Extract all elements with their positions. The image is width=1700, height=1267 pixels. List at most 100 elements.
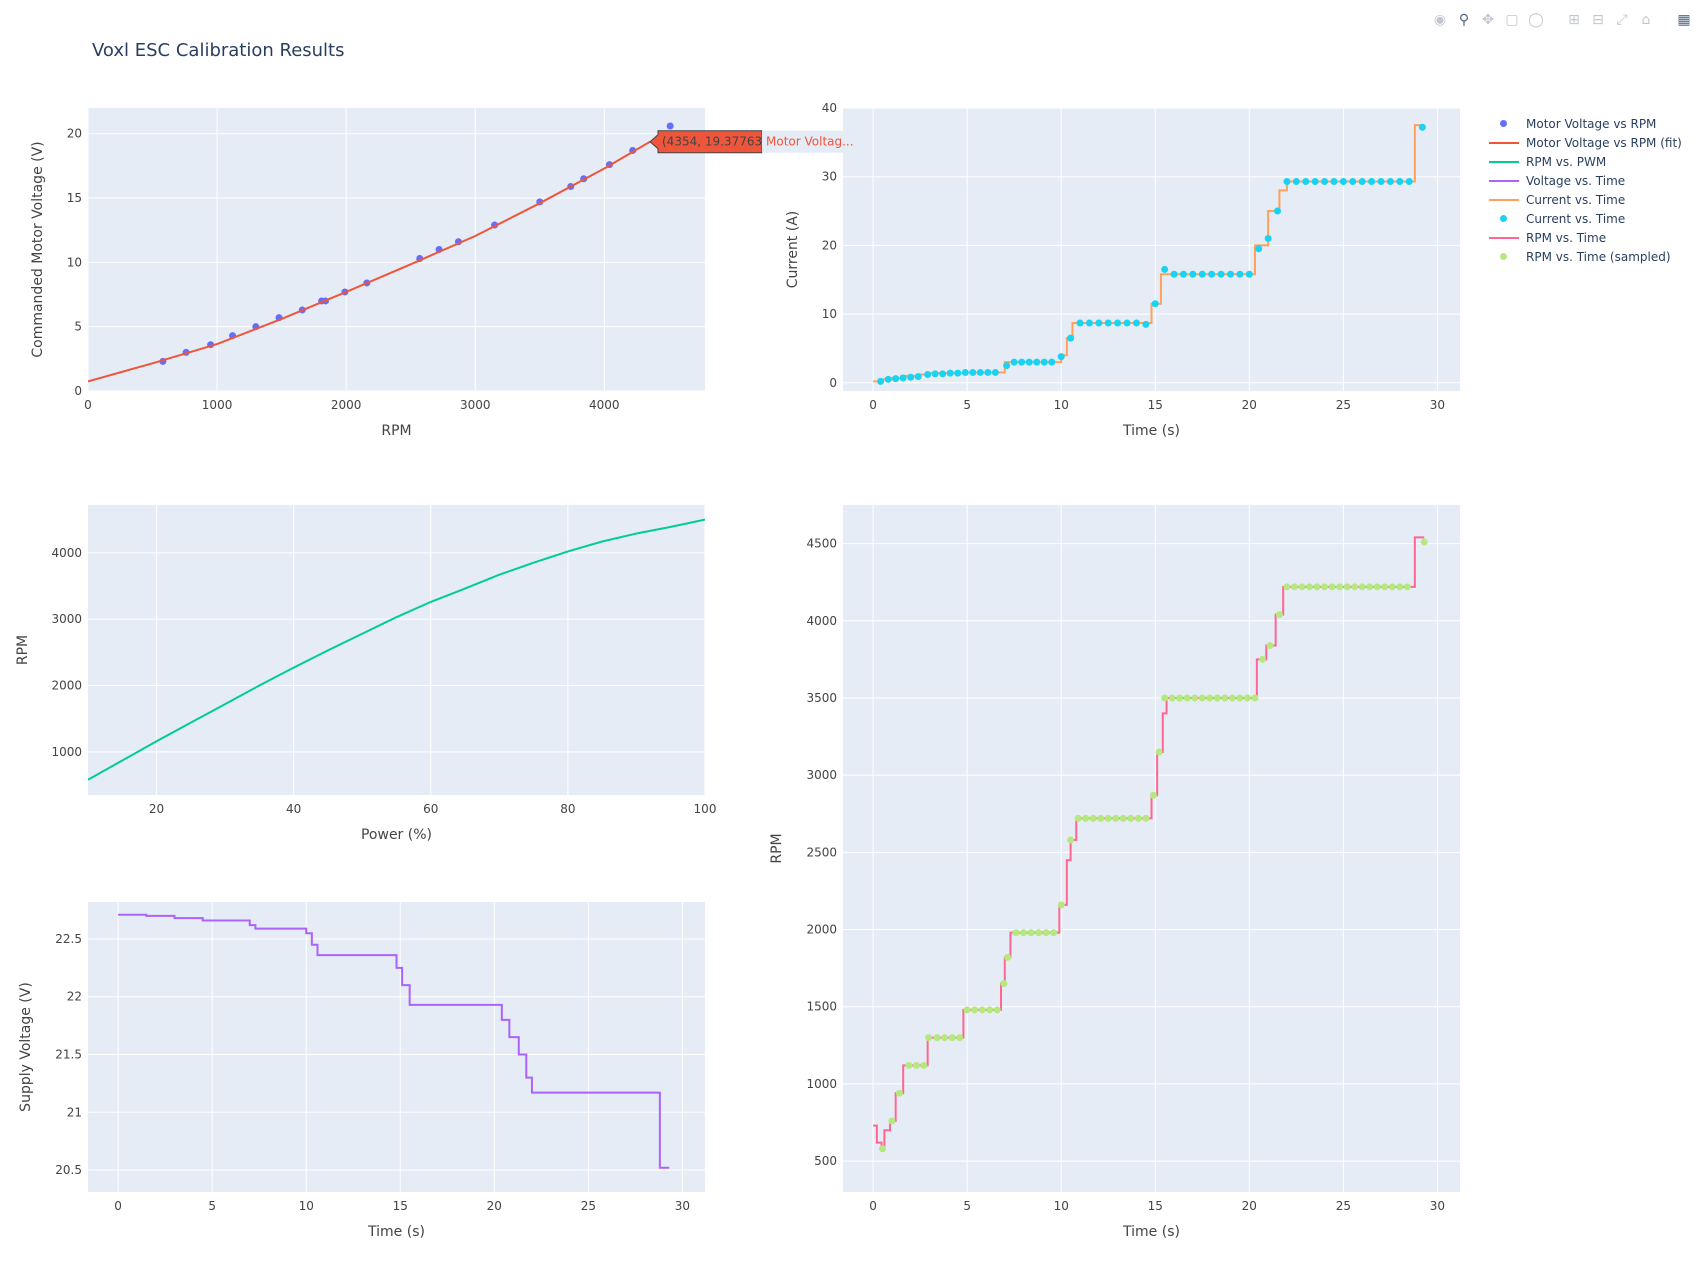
data-point[interactable] — [1112, 814, 1120, 822]
plot-area[interactable] — [843, 505, 1460, 1192]
data-point[interactable] — [1012, 929, 1020, 937]
data-point[interactable] — [1025, 358, 1033, 366]
data-point[interactable] — [1266, 641, 1274, 649]
data-point[interactable] — [1321, 177, 1329, 185]
data-point[interactable] — [912, 1061, 920, 1069]
data-point[interactable] — [956, 1034, 964, 1042]
data-point[interactable] — [1057, 353, 1065, 361]
data-point[interactable] — [1255, 245, 1263, 253]
data-point[interactable] — [1076, 319, 1084, 327]
data-point[interactable] — [933, 1034, 941, 1042]
data-point[interactable] — [1236, 270, 1244, 278]
data-point[interactable] — [1213, 694, 1221, 702]
legend-item[interactable]: Motor Voltage vs RPM — [1486, 114, 1682, 133]
data-point[interactable] — [1155, 748, 1163, 756]
zoom-out-icon[interactable]: ⊟ — [1592, 12, 1604, 28]
data-point[interactable] — [991, 368, 999, 376]
data-point[interactable] — [1142, 320, 1150, 328]
data-point[interactable] — [976, 368, 984, 376]
legend-item[interactable]: Voltage vs. Time — [1486, 171, 1682, 190]
data-point[interactable] — [1067, 836, 1075, 844]
camera-icon[interactable]: ◉ — [1433, 12, 1447, 28]
data-point[interactable] — [1321, 583, 1329, 591]
data-point[interactable] — [1048, 358, 1056, 366]
data-point[interactable] — [1206, 694, 1214, 702]
data-point[interactable] — [892, 375, 900, 383]
data-point[interactable] — [1388, 583, 1396, 591]
data-point[interactable] — [1243, 694, 1251, 702]
legend-item[interactable]: RPM vs. Time — [1486, 228, 1682, 247]
data-point[interactable] — [1274, 207, 1282, 215]
data-point[interactable] — [1123, 319, 1131, 327]
legend-item[interactable]: Motor Voltage vs RPM (fit) — [1486, 133, 1682, 152]
data-point[interactable] — [1191, 694, 1199, 702]
data-point[interactable] — [978, 1006, 986, 1014]
legend-item[interactable]: RPM vs. Time (sampled) — [1486, 247, 1682, 266]
data-point[interactable] — [1149, 791, 1157, 799]
data-point[interactable] — [1208, 270, 1216, 278]
data-point[interactable] — [1330, 177, 1338, 185]
lasso-icon[interactable]: ◯ — [1528, 12, 1544, 28]
data-point[interactable] — [1302, 177, 1310, 185]
data-point[interactable] — [1161, 265, 1169, 273]
data-point[interactable] — [1003, 362, 1011, 370]
data-point[interactable] — [924, 371, 932, 379]
data-point[interactable] — [1104, 319, 1112, 327]
data-point[interactable] — [1198, 270, 1206, 278]
data-point[interactable] — [879, 1145, 887, 1153]
data-point[interactable] — [1418, 123, 1426, 131]
data-point[interactable] — [1057, 901, 1065, 909]
data-point[interactable] — [1134, 814, 1142, 822]
data-point[interactable] — [946, 369, 954, 377]
data-point[interactable] — [1258, 655, 1266, 663]
data-point[interactable] — [1386, 177, 1394, 185]
data-point[interactable] — [1000, 980, 1008, 988]
data-point[interactable] — [1142, 814, 1150, 822]
data-point[interactable] — [1035, 929, 1043, 937]
data-point[interactable] — [1183, 694, 1191, 702]
data-point[interactable] — [1358, 583, 1366, 591]
data-point[interactable] — [1119, 814, 1127, 822]
data-point[interactable] — [1358, 177, 1366, 185]
zoom-icon[interactable]: ⚲ — [1458, 12, 1470, 28]
data-point[interactable] — [1040, 358, 1048, 366]
data-point[interactable] — [1313, 583, 1321, 591]
plot-area[interactable] — [88, 505, 705, 795]
pan-icon[interactable]: ✥ — [1482, 12, 1494, 28]
data-point[interactable] — [961, 368, 969, 376]
data-point[interactable] — [1097, 814, 1105, 822]
data-point[interactable] — [1245, 270, 1253, 278]
series-line[interactable] — [118, 913, 670, 1169]
data-point[interactable] — [1228, 694, 1236, 702]
data-point[interactable] — [1170, 270, 1178, 278]
data-point[interactable] — [1292, 177, 1300, 185]
data-point[interactable] — [1377, 177, 1385, 185]
data-point[interactable] — [1004, 953, 1012, 961]
data-point[interactable] — [1168, 694, 1176, 702]
data-point[interactable] — [971, 1006, 979, 1014]
data-point[interactable] — [1095, 319, 1103, 327]
data-point[interactable] — [1227, 270, 1235, 278]
data-point[interactable] — [884, 375, 892, 383]
data-point[interactable] — [1010, 358, 1018, 366]
data-point[interactable] — [1198, 694, 1206, 702]
data-point[interactable] — [1405, 177, 1413, 185]
data-point[interactable] — [1221, 694, 1229, 702]
plot-area[interactable] — [88, 902, 705, 1192]
data-point[interactable] — [963, 1006, 971, 1014]
data-point[interactable] — [986, 1006, 994, 1014]
data-point[interactable] — [1151, 300, 1159, 308]
data-point[interactable] — [1275, 611, 1283, 619]
data-point[interactable] — [1366, 583, 1374, 591]
data-point[interactable] — [1381, 583, 1389, 591]
data-point[interactable] — [1085, 319, 1093, 327]
data-point[interactable] — [1050, 929, 1058, 937]
zoom-in-icon[interactable]: ⊞ — [1568, 12, 1580, 28]
data-point[interactable] — [1132, 319, 1140, 327]
data-point[interactable] — [1343, 583, 1351, 591]
data-point[interactable] — [1283, 583, 1291, 591]
data-point[interactable] — [1067, 334, 1075, 342]
data-point[interactable] — [1217, 270, 1225, 278]
legend-item[interactable]: Current vs. Time — [1486, 190, 1682, 209]
data-point[interactable] — [920, 1061, 928, 1069]
